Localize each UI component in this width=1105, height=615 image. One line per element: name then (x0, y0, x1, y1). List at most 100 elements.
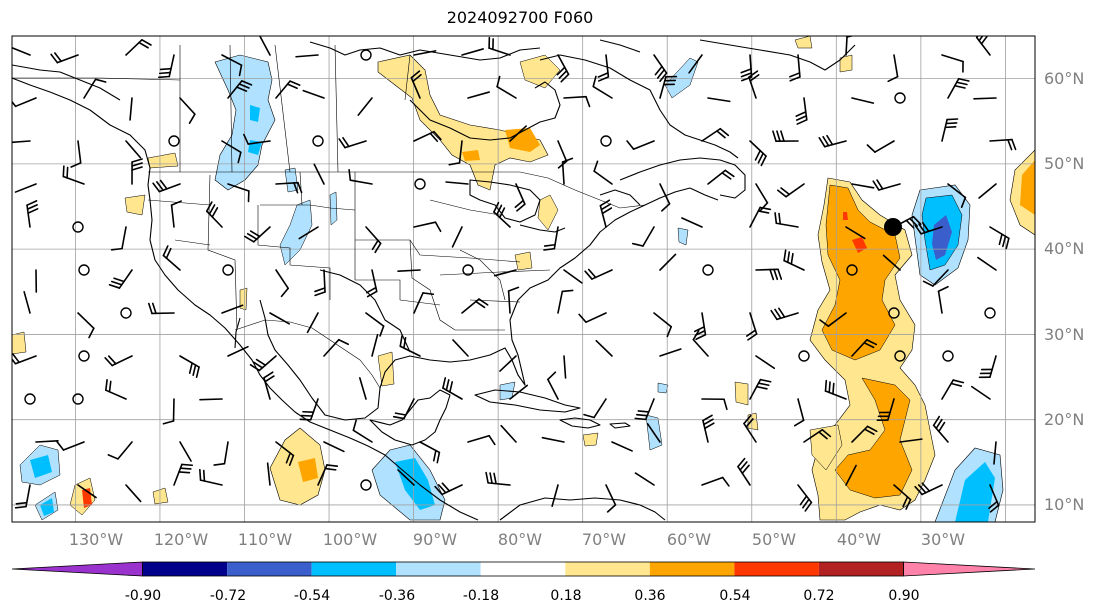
wind-barb (583, 398, 607, 419)
calm-wind-circle (78, 350, 90, 362)
calm-wind-circle (222, 264, 234, 276)
colorbar-tick-labels: -0.90 -0.72 -0.54 -0.36 -0.18 0.18 0.36 … (125, 588, 920, 604)
wind-barb (358, 377, 367, 400)
wind-barb (77, 484, 97, 499)
wind-barb (932, 415, 949, 443)
lat-label-30: 30°N (1044, 325, 1084, 344)
wind-barb (605, 484, 617, 513)
wind-barb (578, 312, 607, 323)
wind-barb (243, 226, 271, 243)
wind-barb (110, 226, 127, 251)
colorbar-tick: -0.18 (463, 588, 499, 604)
calm-wind-circle (894, 92, 906, 104)
wind-barb (941, 379, 965, 400)
calm-wind-circle (78, 264, 90, 276)
calm-wind-circle (702, 264, 714, 276)
wind-barb (851, 97, 875, 104)
lat-label-50: 50°N (1044, 154, 1084, 173)
wind-barb (818, 134, 847, 148)
wind-barb (774, 212, 799, 228)
wind-barb (314, 269, 326, 297)
wind-barb (14, 484, 31, 509)
wind-barb (410, 70, 422, 99)
calm-wind-circle (942, 350, 954, 362)
wind-barb (50, 52, 79, 64)
wind-barb (653, 312, 673, 338)
wind-barb (263, 371, 275, 400)
wind-barb (12, 140, 31, 144)
coastlines (12, 39, 856, 521)
calm-wind-circle (360, 479, 372, 491)
colorbar-segment (227, 562, 312, 576)
wind-barb (772, 130, 799, 142)
wind-barb (108, 269, 133, 289)
wind-barb (275, 80, 301, 99)
wind-barb (557, 289, 574, 314)
wind-barb (941, 118, 959, 142)
wind-barb (989, 226, 1010, 250)
colorbar-segment (565, 562, 650, 576)
wind-barb (882, 254, 901, 271)
colorbar-extend-low (11, 561, 143, 577)
wind-barb (634, 398, 655, 421)
wind-barb (659, 348, 682, 357)
wind-barb (461, 48, 484, 56)
lon-label: 80°W (498, 530, 542, 549)
lon-label: 70°W (582, 530, 626, 549)
wind-barb (783, 249, 805, 271)
wind-barb (543, 226, 559, 251)
wind-barb (227, 345, 249, 357)
wind-barb (803, 428, 832, 443)
wind-barb (298, 226, 319, 240)
wind-barb (485, 471, 511, 486)
wind-barb (493, 201, 511, 228)
wind-barb (593, 160, 613, 185)
wind-barb (914, 221, 943, 235)
lon-label: 90°W (413, 530, 457, 549)
wind-barbs (12, 36, 1017, 513)
wind-barb (452, 339, 469, 357)
colorbar-tick: -0.72 (210, 588, 246, 604)
wind-barb (499, 355, 517, 372)
highlight-marker (884, 218, 902, 236)
wind-barb (749, 206, 772, 228)
wind-barb (770, 307, 799, 321)
wind-barb (872, 179, 901, 191)
wind-barb (227, 183, 250, 203)
colorbar-segment (396, 562, 481, 576)
wind-barb (947, 77, 970, 99)
wind-barb (749, 378, 772, 400)
rockies-negative-band (214, 54, 276, 191)
wind-barb (592, 75, 613, 99)
wind-barb (365, 226, 382, 254)
wind-barb (851, 183, 875, 189)
wind-barb (434, 482, 463, 496)
wind-barb (397, 469, 415, 486)
wind-barb (26, 200, 39, 228)
wind-barb (352, 419, 373, 443)
lon-label: 100°W (323, 530, 378, 549)
wind-barb (937, 285, 949, 314)
wind-barb (104, 355, 133, 367)
lon-label: 130°W (69, 530, 124, 549)
wind-barb (299, 398, 319, 421)
wind-barb (551, 484, 559, 508)
wind-barb (152, 179, 181, 193)
wind-barb (947, 183, 967, 209)
lon-label: 40°W (837, 530, 881, 549)
wind-barb (541, 436, 565, 443)
colorbar-tick: 0.72 (803, 588, 834, 604)
wind-barb (977, 256, 997, 271)
wind-barb (748, 70, 760, 99)
wind-barb (365, 312, 385, 337)
colorbar-extend-high (903, 561, 1036, 577)
colorbar-tick: 0.36 (634, 588, 665, 604)
wind-barb (507, 286, 520, 314)
lat-label-60: 60°N (1044, 69, 1084, 88)
wind-barb (56, 440, 85, 451)
wind-barb (338, 136, 367, 149)
wind-barb (626, 140, 655, 150)
colorbar-segment (734, 562, 819, 576)
wind-barb (899, 438, 923, 443)
